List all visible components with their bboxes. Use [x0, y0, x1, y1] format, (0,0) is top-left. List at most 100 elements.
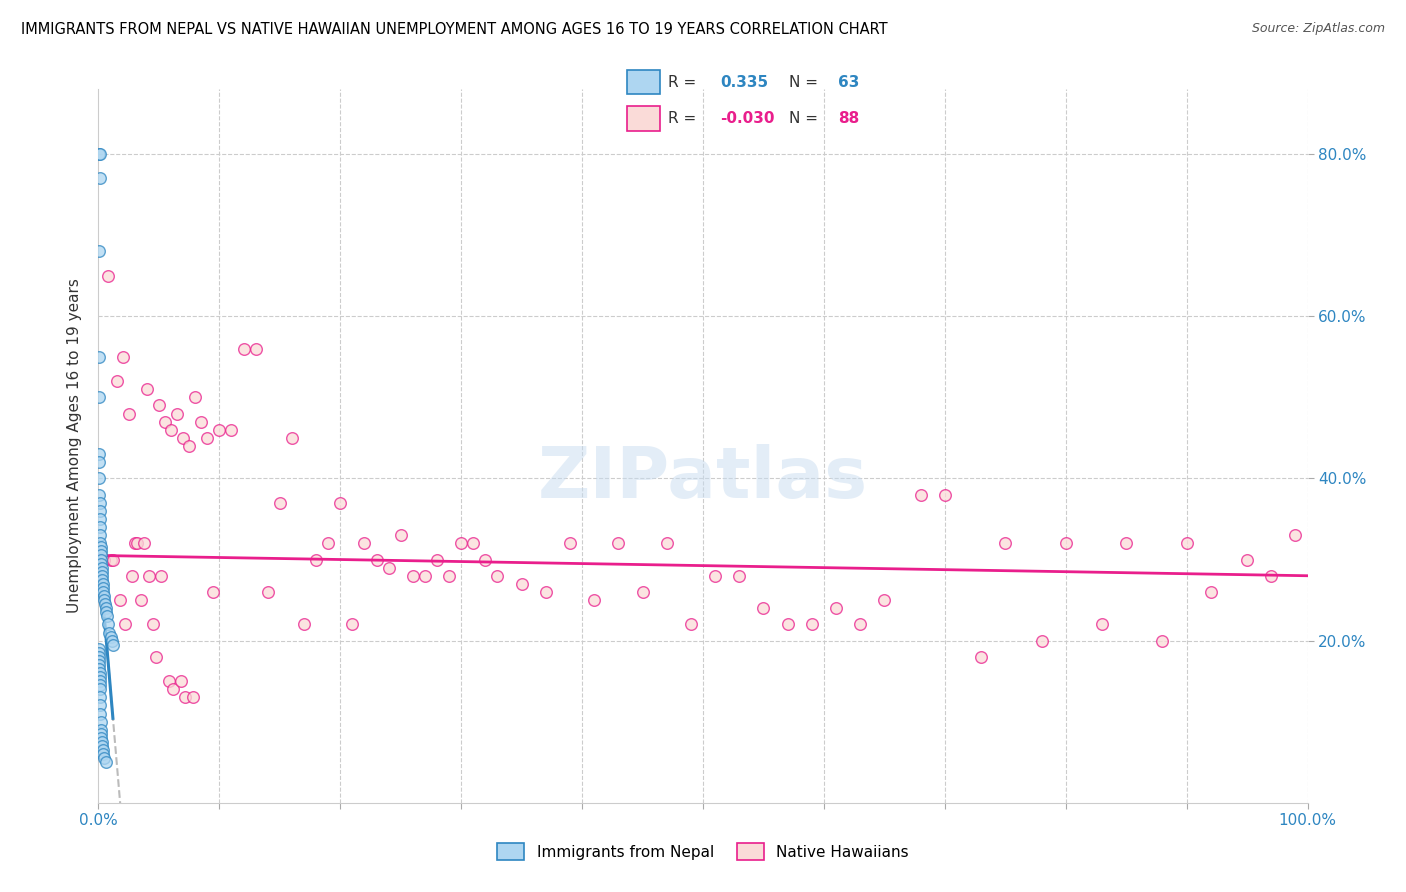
Point	[1284, 528, 1306, 542]
Point	[486, 568, 509, 582]
Point	[96, 605, 118, 619]
Point	[776, 617, 799, 632]
Point	[994, 536, 1017, 550]
Point	[100, 552, 122, 566]
Point	[148, 399, 170, 413]
Point	[90, 544, 112, 558]
Point	[1175, 536, 1198, 550]
Point	[89, 698, 111, 713]
Text: IMMIGRANTS FROM NEPAL VS NATIVE HAWAIIAN UNEMPLOYMENT AMONG AGES 16 TO 19 YEARS : IMMIGRANTS FROM NEPAL VS NATIVE HAWAIIAN…	[21, 22, 887, 37]
Point	[305, 552, 328, 566]
Point	[89, 390, 111, 404]
Point	[91, 565, 114, 579]
Point	[607, 536, 630, 550]
Point	[166, 407, 188, 421]
Point	[157, 674, 180, 689]
Point	[89, 706, 111, 721]
Point	[96, 609, 118, 624]
Point	[181, 690, 204, 705]
Point	[89, 536, 111, 550]
Point	[329, 496, 352, 510]
Point	[208, 423, 231, 437]
Point	[93, 751, 115, 765]
Point	[93, 552, 115, 566]
Point	[910, 488, 932, 502]
Point	[89, 512, 111, 526]
Point	[655, 536, 678, 550]
Text: 0.335: 0.335	[720, 75, 768, 90]
Point	[1152, 633, 1174, 648]
Point	[150, 568, 173, 582]
Point	[1091, 617, 1114, 632]
Point	[101, 552, 124, 566]
Point	[94, 756, 117, 770]
Point	[292, 617, 315, 632]
Point	[704, 568, 727, 582]
Point	[583, 593, 606, 607]
Point	[463, 536, 485, 550]
Point	[97, 617, 120, 632]
Point	[377, 560, 399, 574]
Point	[89, 350, 111, 364]
Point	[970, 649, 993, 664]
Point	[121, 568, 143, 582]
Point	[93, 593, 115, 607]
Point	[89, 678, 111, 692]
Point	[873, 593, 896, 607]
Point	[90, 723, 112, 737]
Point	[94, 601, 117, 615]
Point	[426, 552, 449, 566]
Point	[160, 423, 183, 437]
Point	[89, 657, 111, 672]
Point	[179, 439, 201, 453]
Point	[184, 390, 207, 404]
Point	[91, 743, 114, 757]
Point	[90, 714, 112, 729]
Point	[89, 670, 111, 684]
Point	[1054, 536, 1077, 550]
FancyBboxPatch shape	[627, 70, 659, 95]
Text: N =: N =	[789, 111, 823, 126]
Point	[100, 633, 122, 648]
Point	[100, 630, 122, 644]
Point	[89, 520, 111, 534]
Point	[256, 585, 278, 599]
Point	[510, 577, 533, 591]
Point	[366, 552, 388, 566]
Point	[89, 654, 111, 668]
Point	[89, 171, 111, 186]
Point	[353, 536, 375, 550]
Point	[127, 536, 149, 550]
Point	[174, 690, 197, 705]
Point	[232, 342, 254, 356]
Point	[1236, 552, 1258, 566]
Text: ZIPatlas: ZIPatlas	[538, 444, 868, 513]
Point	[90, 552, 112, 566]
Point	[281, 431, 304, 445]
Text: 63: 63	[838, 75, 859, 90]
Point	[91, 747, 114, 761]
Text: R =: R =	[668, 75, 702, 90]
Point	[145, 649, 167, 664]
Point	[90, 735, 112, 749]
Point	[91, 577, 114, 591]
Point	[221, 423, 243, 437]
Point	[825, 601, 848, 615]
Point	[89, 528, 111, 542]
Point	[91, 581, 114, 595]
Text: -0.030: -0.030	[720, 111, 775, 126]
Point	[534, 585, 557, 599]
Point	[752, 601, 775, 615]
Point	[195, 431, 218, 445]
Point	[87, 244, 110, 259]
Text: R =: R =	[668, 111, 702, 126]
Point	[89, 690, 111, 705]
Point	[118, 407, 141, 421]
Point	[142, 617, 165, 632]
Point	[89, 147, 111, 161]
Point	[474, 552, 496, 566]
Point	[679, 617, 702, 632]
Point	[91, 573, 114, 587]
Point	[89, 662, 111, 676]
Point	[114, 617, 136, 632]
